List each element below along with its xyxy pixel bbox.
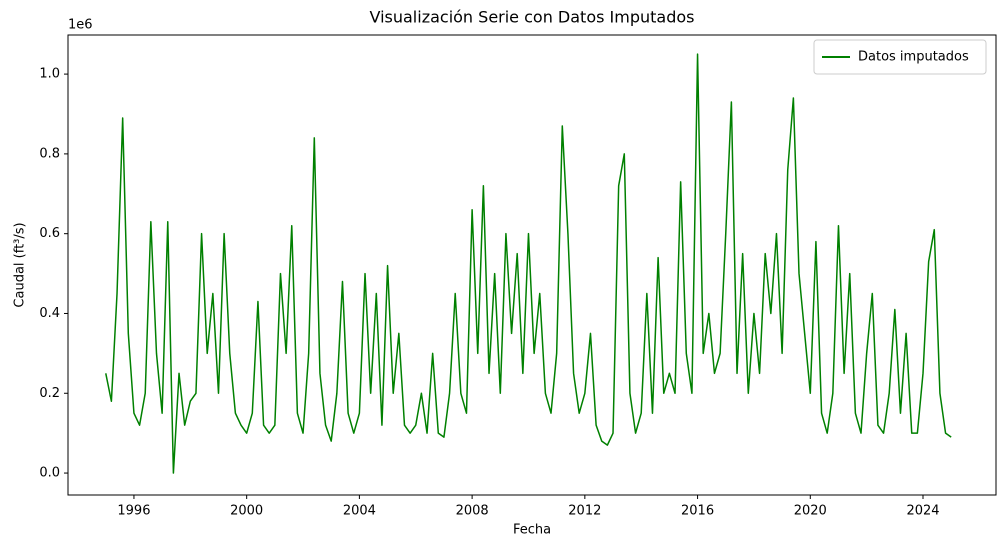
chart-title: Visualización Serie con Datos Imputados <box>369 8 694 27</box>
y-tick-label: 0.0 <box>39 466 60 481</box>
legend-box <box>813 39 987 75</box>
y-tick-label: 0.8 <box>39 146 60 161</box>
y-tick-label: 0.4 <box>39 306 60 321</box>
y-tick-label: 0.2 <box>39 386 60 401</box>
x-tick-label: 2024 <box>906 504 939 519</box>
y-tick-label: 0.6 <box>39 226 60 241</box>
data-line <box>105 53 952 474</box>
y-offset-label: 1e6 <box>68 18 93 33</box>
x-tick-label: 2004 <box>343 504 376 519</box>
x-tick-label: 2000 <box>230 504 263 519</box>
x-tick-label: 1996 <box>117 504 150 519</box>
y-tick-label: 1.0 <box>39 67 60 82</box>
x-axis-label: Fecha <box>513 523 551 538</box>
legend-label: Datos imputados <box>858 50 969 65</box>
x-tick-label: 2008 <box>456 504 489 519</box>
x-tick-label: 2020 <box>794 504 827 519</box>
y-axis-label: Caudal (ft³/s) <box>13 222 28 307</box>
plot-frame <box>67 34 997 496</box>
x-tick-label: 2012 <box>568 504 601 519</box>
x-tick-label: 2016 <box>681 504 714 519</box>
